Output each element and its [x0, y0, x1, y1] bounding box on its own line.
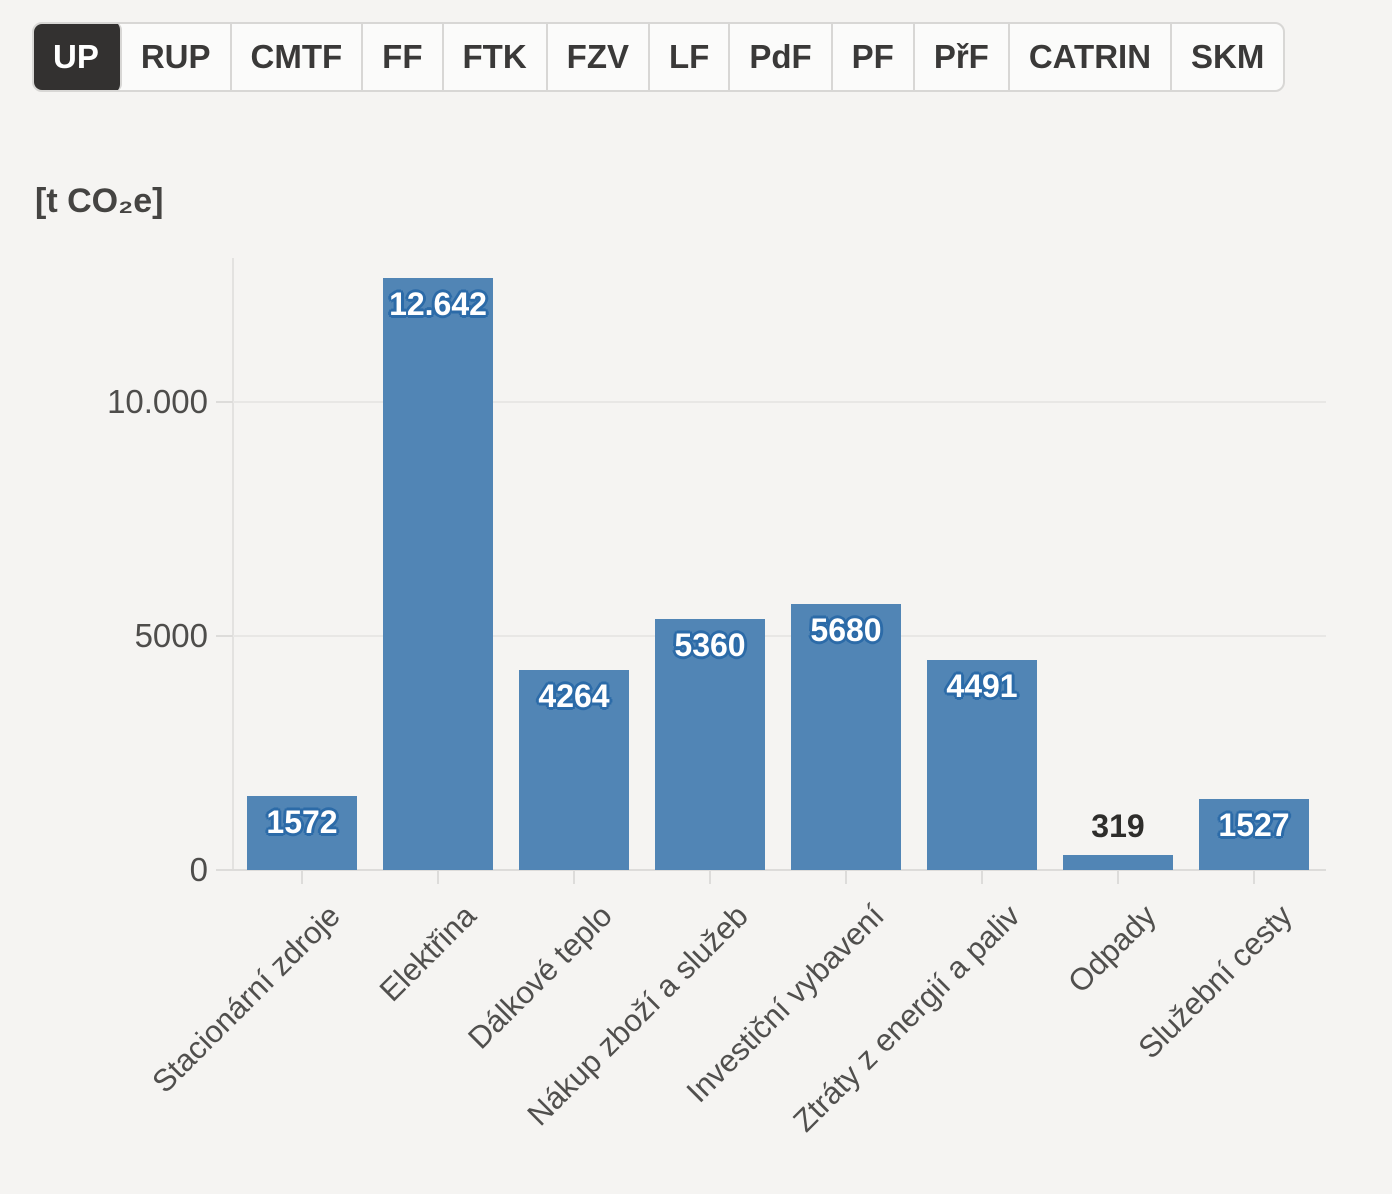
bar-value-label: 1572: [266, 804, 338, 840]
bar-1: [247, 796, 357, 870]
faculty-tab-bar: UP RUP CMTF FF FTK FZV LF PdF PF PřF CATRIN SKM: [32, 22, 1286, 92]
x-tick-mark-6: [981, 871, 983, 884]
x-axis-baseline: [217, 869, 1326, 871]
tab-skm[interactable]: SKM: [1191, 38, 1265, 75]
tab-fzv[interactable]: FZV: [548, 24, 650, 90]
x-category-label: Ztráty z energií a paliv: [786, 898, 1027, 1139]
bar-value-label: 5360: [674, 627, 746, 663]
tab-rup[interactable]: RUP: [122, 24, 232, 90]
bar-6: [927, 660, 1037, 870]
tab-přf[interactable]: PřF: [915, 24, 1010, 90]
bar-4: [655, 619, 765, 870]
bar-2: [383, 278, 493, 870]
bar-8: [1199, 799, 1309, 870]
x-tick-mark-3: [573, 871, 575, 884]
bar-5: [791, 604, 901, 870]
tab-up[interactable]: UP: [34, 24, 122, 90]
bar-value-label: 4264: [538, 678, 610, 714]
tab-lf[interactable]: LF: [650, 24, 731, 90]
bar-value-label: 319: [1091, 808, 1145, 844]
gridline-10.000: [233, 401, 1326, 403]
tab-catrin[interactable]: CATRIN: [1010, 24, 1173, 90]
bar-value-label: 4491: [946, 668, 1018, 704]
tab-ftk[interactable]: FTK: [444, 24, 548, 90]
tab-ff[interactable]: FF: [363, 24, 444, 90]
y-tick-mark-5000: [216, 635, 233, 637]
tab-cmtf[interactable]: CMTF: [232, 24, 364, 90]
x-tick-mark-7: [1117, 871, 1119, 884]
y-tick-mark-0: [216, 869, 233, 871]
bar-7: [1063, 855, 1173, 870]
chart-unit-title: [t CO₂e]: [35, 182, 164, 220]
x-category-label: Stacionární zdroje: [145, 898, 347, 1100]
tab-pdf[interactable]: PdF: [730, 24, 833, 90]
bar-value-label: 5680: [810, 612, 882, 648]
x-tick-mark-8: [1253, 871, 1255, 884]
gridline-5000: [233, 635, 1326, 637]
y-axis-line: [232, 258, 234, 870]
bar-value-label: 12.642: [389, 286, 487, 322]
x-tick-mark-2: [437, 871, 439, 884]
x-category-label: Nákup zboží a služeb: [520, 898, 755, 1133]
x-tick-mark-5: [845, 871, 847, 884]
y-tick-mark-10.000: [216, 401, 233, 403]
bar-3: [519, 670, 629, 870]
y-tick-label: 10.000: [107, 383, 208, 420]
x-category-label: Elektřina: [372, 898, 483, 1009]
tab-pf[interactable]: PF: [833, 24, 915, 90]
y-tick-label: 5000: [134, 617, 208, 654]
bar-value-label: 1527: [1218, 807, 1290, 843]
x-tick-mark-1: [301, 871, 303, 884]
x-tick-mark-4: [709, 871, 711, 884]
x-category-label: Odpady: [1061, 898, 1163, 1000]
y-tick-label: 0: [189, 851, 208, 888]
